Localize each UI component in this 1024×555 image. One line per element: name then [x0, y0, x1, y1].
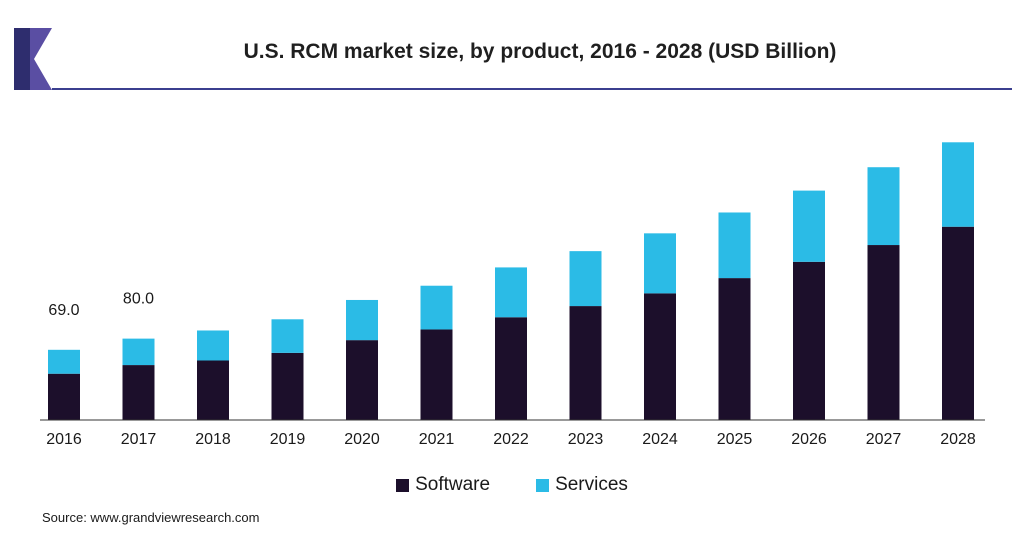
x-tick-label-2019: 2019 [270, 431, 306, 448]
bar-services-2020 [346, 299, 378, 341]
x-tick-label-2016: 2016 [46, 431, 82, 448]
bar-software-2018 [197, 360, 229, 420]
bar-software-2021 [420, 329, 453, 420]
legend-swatch-services [536, 478, 550, 492]
grandview-logo-icon [14, 28, 52, 90]
chart-title: U.S. RCM market size, by product, 2016 -… [243, 40, 837, 63]
bar-software-2028 [942, 226, 974, 420]
bar-software-2020 [346, 340, 378, 420]
bar-software-2026 [793, 261, 825, 420]
bar-software-2016 [48, 373, 80, 420]
bar-software-2024 [644, 293, 676, 420]
bar-services-2027 [867, 167, 900, 246]
chart-legend: Software Services [0, 474, 1024, 496]
logo-left-shape [14, 28, 30, 90]
source-note: Source: www.grandviewresearch.com [42, 510, 260, 525]
legend-label-services: Services [555, 474, 628, 495]
chart-header: U.S. RCM market size, by product, 2016 -… [0, 0, 1024, 100]
x-tick-label-2024: 2024 [642, 431, 678, 448]
bar-services-2016 [48, 349, 80, 374]
bar-services-2028 [942, 142, 974, 227]
header-divider [52, 88, 1012, 90]
stacked-bar-chart: 69.0 80.0 2016 2017 2018 2019 2020 2021 2022 202… [40, 142, 985, 448]
legend-label-software: Software [415, 474, 491, 495]
bar-services-2017 [122, 338, 155, 366]
data-label-2017: 80.0 [123, 291, 154, 308]
bar-software-2019 [271, 352, 304, 420]
bar-software-2022 [495, 317, 527, 420]
logo-chevron-shape [30, 28, 52, 90]
bar-software-2017 [122, 365, 155, 420]
bar-services-2019 [271, 319, 304, 353]
x-tick-label-2026: 2026 [791, 431, 827, 448]
bar-services-2023 [569, 251, 602, 307]
bar-software-2023 [569, 306, 602, 420]
bar-services-2022 [495, 267, 527, 318]
bar-services-2018 [197, 330, 229, 361]
x-tick-label-2017: 2017 [121, 431, 157, 448]
bar-services-2025 [718, 212, 751, 279]
x-tick-label-2025: 2025 [717, 431, 753, 448]
x-tick-label-2022: 2022 [493, 431, 529, 448]
x-tick-label-2023: 2023 [568, 431, 604, 448]
x-tick-label-2018: 2018 [195, 431, 231, 448]
legend-swatch-software [396, 478, 410, 492]
bars-layer [48, 142, 974, 420]
x-tick-label-2028: 2028 [940, 431, 976, 448]
legend-item-services: Services [536, 474, 628, 496]
bar-services-2024 [644, 233, 676, 294]
bar-services-2026 [793, 190, 825, 262]
x-tick-label-2021: 2021 [419, 431, 455, 448]
bar-software-2025 [718, 278, 751, 420]
x-tick-label-2027: 2027 [866, 431, 902, 448]
data-labels-layer: 69.0 80.0 [48, 291, 154, 319]
data-label-2016: 69.0 [48, 302, 79, 319]
x-tick-labels-layer: 2016 2017 2018 2019 2020 2021 2022 2023 2024 2025… [46, 431, 976, 448]
bar-software-2027 [867, 245, 900, 420]
bar-services-2021 [420, 285, 453, 330]
x-tick-label-2020: 2020 [344, 431, 380, 448]
legend-item-software: Software [396, 474, 490, 496]
